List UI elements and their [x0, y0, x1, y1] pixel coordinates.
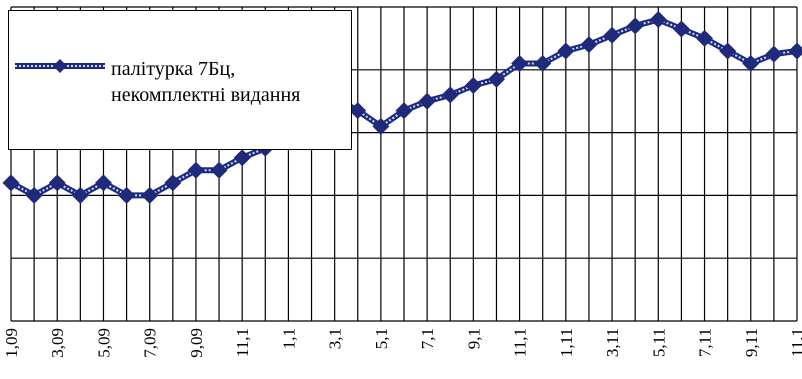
x-tick-label: 7,11 [696, 328, 715, 357]
data-point-marker [557, 42, 575, 60]
x-tick-label: 7,09 [141, 328, 160, 358]
legend: палітурка 7Бц, некомплектні видання [8, 10, 352, 150]
x-tick-label: 11,1 [233, 328, 252, 357]
data-point-marker [649, 11, 667, 29]
x-tick-label: 7,1 [418, 328, 437, 349]
x-tick-label: 5,1 [372, 328, 391, 349]
data-point-marker [626, 17, 644, 35]
data-point-marker [441, 86, 459, 104]
x-tick-label: 1,11 [557, 328, 576, 357]
x-tick-label: 9,11 [742, 328, 761, 357]
data-point-marker [25, 186, 43, 204]
data-point-marker [719, 42, 737, 60]
data-point-marker [765, 45, 783, 63]
data-point-marker [534, 55, 552, 73]
x-tick-label: 3,09 [48, 328, 67, 358]
data-point-marker [164, 174, 182, 192]
x-tick-label: 9,09 [187, 328, 206, 358]
data-point-marker [187, 161, 205, 179]
x-tick-label: 9,1 [464, 328, 483, 349]
data-point-marker [696, 29, 714, 47]
data-point-marker [672, 20, 690, 38]
data-point-marker [464, 77, 482, 94]
data-point-marker [210, 161, 228, 179]
data-point-marker [48, 174, 66, 192]
x-tick-label: 1,09 [2, 328, 21, 358]
x-tick-label: 1,1 [279, 328, 298, 349]
x-tick-label: 5,11 [649, 328, 668, 357]
data-point-marker [349, 102, 367, 120]
x-tick-label: 3,11 [603, 328, 622, 357]
data-point-marker [94, 174, 112, 192]
data-point-marker [580, 36, 598, 54]
data-point-marker [418, 92, 436, 110]
data-point-marker [395, 102, 413, 120]
x-tick-label: 3,1 [326, 328, 345, 349]
data-point-marker [511, 55, 529, 73]
legend-swatch-icon [15, 59, 105, 73]
data-point-marker [71, 186, 89, 204]
legend-label: палітурка 7Бц, некомплектні видання [111, 58, 301, 106]
data-point-marker [788, 42, 802, 60]
data-point-marker [487, 70, 505, 88]
x-tick-label: 11,1 [788, 328, 802, 357]
data-point-marker [372, 117, 390, 135]
data-point-marker [742, 55, 760, 73]
data-point-marker [2, 174, 20, 192]
data-point-marker [141, 186, 159, 204]
data-point-marker [118, 186, 136, 204]
x-tick-label: 11,1 [511, 328, 530, 357]
data-point-marker [233, 149, 251, 167]
x-tick-label: 5,09 [94, 328, 113, 358]
data-point-marker [603, 26, 621, 44]
